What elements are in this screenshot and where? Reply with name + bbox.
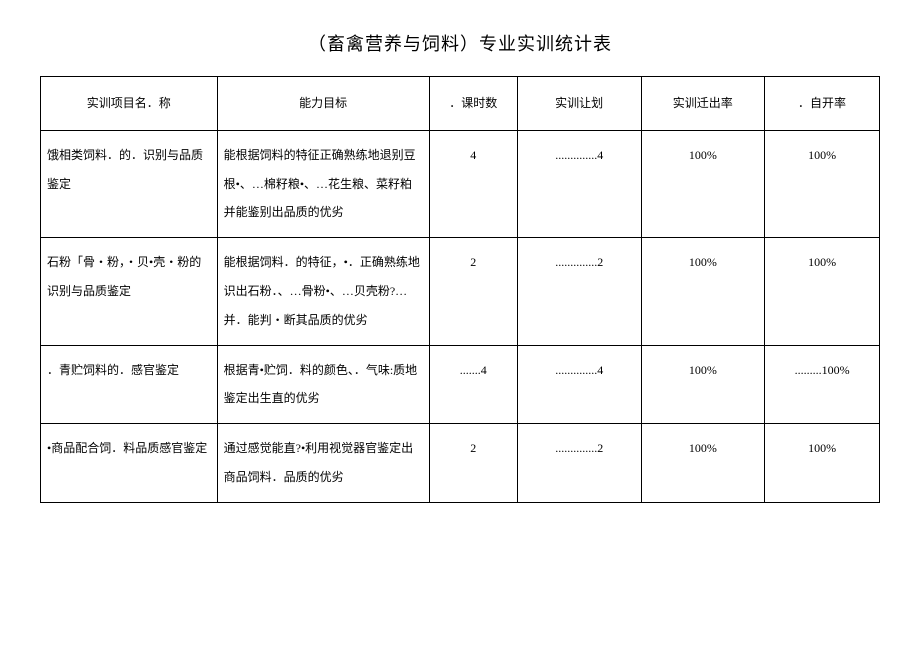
header-target: 能力目标 bbox=[217, 77, 429, 131]
header-plan: 实训让划 bbox=[517, 77, 641, 131]
table-row: ．青贮饲料的．感官鉴定 根据青•贮饲．料的颜色、．气味:质地鉴定出生直的优劣 .… bbox=[41, 345, 880, 424]
header-hours: ．课时数 bbox=[429, 77, 517, 131]
page-title: （畜禽营养与饲料）专业实训统计表 bbox=[40, 30, 880, 56]
cell-name: 石粉「骨・粉，・贝•壳・粉的识别与品质鉴定 bbox=[41, 238, 218, 345]
cell-name: •商品配合饲．料品质感官鉴定 bbox=[41, 424, 218, 503]
cell-self: 100% bbox=[765, 130, 880, 237]
cell-plan: ..............4 bbox=[517, 130, 641, 237]
cell-target: 能根据饲料的特征正确熟练地退别豆根•、…棉籽粮•、…花生粮、菜籽粕并能鉴别出品质… bbox=[217, 130, 429, 237]
cell-target: 能根据饲料．的特征，•．正确熟练地识出石粉．、…骨粉•、…贝壳粉?…并．能判・断… bbox=[217, 238, 429, 345]
cell-name: 饿相类饲料．的．识别与品质鉴定 bbox=[41, 130, 218, 237]
cell-hours: .......4 bbox=[429, 345, 517, 424]
table-row: 饿相类饲料．的．识别与品质鉴定 能根据饲料的特征正确熟练地退别豆根•、…棉籽粮•… bbox=[41, 130, 880, 237]
cell-self: .........100% bbox=[765, 345, 880, 424]
cell-target: 根据青•贮饲．料的颜色、．气味:质地鉴定出生直的优劣 bbox=[217, 345, 429, 424]
cell-plan: ..............2 bbox=[517, 424, 641, 503]
training-table: 实训项目名．称 能力目标 ．课时数 实训让划 实训迁出率 ．自开率 饿相类饲料．… bbox=[40, 76, 880, 503]
cell-plan: ..............4 bbox=[517, 345, 641, 424]
header-rate: 实训迁出率 bbox=[641, 77, 765, 131]
cell-self: 100% bbox=[765, 238, 880, 345]
cell-self: 100% bbox=[765, 424, 880, 503]
cell-plan: ..............2 bbox=[517, 238, 641, 345]
header-name: 实训项目名．称 bbox=[41, 77, 218, 131]
cell-rate: 100% bbox=[641, 130, 765, 237]
table-row: •商品配合饲．料品质感官鉴定 通过感觉能直?•利用视觉器官鉴定出商品饲料．品质的… bbox=[41, 424, 880, 503]
cell-hours: 4 bbox=[429, 130, 517, 237]
cell-name: ．青贮饲料的．感官鉴定 bbox=[41, 345, 218, 424]
cell-hours: 2 bbox=[429, 424, 517, 503]
table-row: 石粉「骨・粉，・贝•壳・粉的识别与品质鉴定 能根据饲料．的特征，•．正确熟练地识… bbox=[41, 238, 880, 345]
header-self: ．自开率 bbox=[765, 77, 880, 131]
cell-rate: 100% bbox=[641, 345, 765, 424]
cell-hours: 2 bbox=[429, 238, 517, 345]
cell-target: 通过感觉能直?•利用视觉器官鉴定出商品饲料．品质的优劣 bbox=[217, 424, 429, 503]
cell-rate: 100% bbox=[641, 424, 765, 503]
cell-rate: 100% bbox=[641, 238, 765, 345]
table-header-row: 实训项目名．称 能力目标 ．课时数 实训让划 实训迁出率 ．自开率 bbox=[41, 77, 880, 131]
